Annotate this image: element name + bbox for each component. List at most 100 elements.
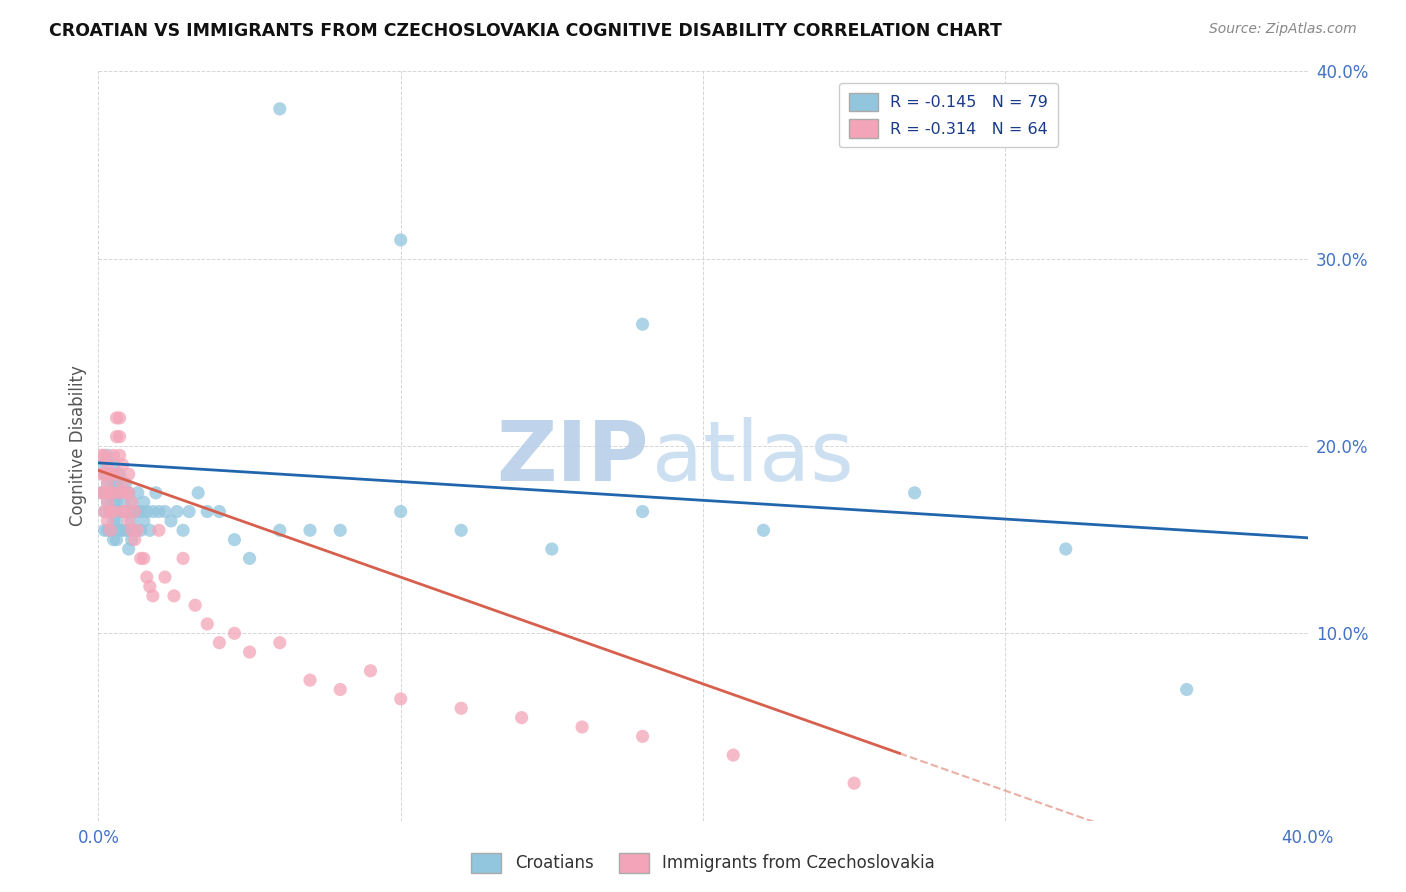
Point [163,589,186,603]
Point [108,505,131,519]
Point [93,486,115,500]
Point [269,102,291,116]
Point [127,505,149,519]
Point [135,570,157,584]
Point [139,580,162,594]
Point [118,505,141,519]
Point [103,486,125,500]
Point [631,730,654,744]
Point [93,505,115,519]
Point [100,486,122,500]
Point [100,524,122,538]
Point [100,467,122,482]
Point [93,524,115,538]
Point [103,476,125,491]
Point [90,486,112,500]
Point [389,233,412,247]
Point [153,570,176,584]
Point [145,486,167,500]
Point [96,514,118,528]
Y-axis label: Cognitive Disability: Cognitive Disability [69,366,87,526]
Point [208,505,231,519]
Point [360,664,382,678]
Point [105,467,128,482]
Point [105,514,128,528]
Point [752,524,775,538]
Point [103,533,125,547]
Text: ZIP: ZIP [496,417,648,498]
Point [100,505,122,519]
Point [127,486,149,500]
Point [103,458,125,472]
Point [129,505,152,519]
Point [105,533,128,547]
Point [129,551,152,566]
Point [90,449,112,463]
Point [96,449,118,463]
Point [148,524,170,538]
Point [389,505,412,519]
Point [121,533,143,547]
Point [129,524,152,538]
Point [124,533,146,547]
Point [96,476,118,491]
Point [142,589,165,603]
Point [329,682,352,697]
Point [114,505,136,519]
Point [269,524,291,538]
Point [111,486,134,500]
Point [96,476,118,491]
Point [208,635,231,649]
Point [111,476,134,491]
Point [118,514,141,528]
Point [114,486,136,500]
Point [195,617,218,632]
Point [90,486,112,500]
Point [100,486,122,500]
Point [93,505,115,519]
Point [100,486,122,500]
Point [111,458,134,472]
Point [100,505,122,519]
Point [118,486,141,500]
Point [118,524,141,538]
Point [114,524,136,538]
Point [111,505,134,519]
Point [179,505,201,519]
Point [100,524,122,538]
Point [96,495,118,509]
Point [510,710,533,724]
Point [105,430,128,444]
Point [103,514,125,528]
Point [631,318,654,332]
Point [139,524,162,538]
Point [118,467,141,482]
Point [844,776,866,790]
Point [111,524,134,538]
Point [93,467,115,482]
Point [96,458,118,472]
Point [1175,682,1198,697]
Point [111,495,134,509]
Point [121,514,143,528]
Point [103,467,125,482]
Point [299,673,322,688]
Point [132,495,155,509]
Point [124,505,146,519]
Point [172,551,194,566]
Point [111,505,134,519]
Text: atlas: atlas [652,417,853,498]
Point [93,467,115,482]
Point [108,486,131,500]
Point [571,720,593,734]
Point [329,524,352,538]
Point [121,495,143,509]
Point [118,542,141,557]
Legend: Croatians, Immigrants from Czechoslovakia: Croatians, Immigrants from Czechoslovaki… [465,847,941,880]
Point [1054,542,1077,557]
Text: CROATIAN VS IMMIGRANTS FROM CZECHOSLOVAKIA COGNITIVE DISABILITY CORRELATION CHAR: CROATIAN VS IMMIGRANTS FROM CZECHOSLOVAK… [49,22,1002,40]
Point [121,524,143,538]
Point [96,495,118,509]
Point [148,505,170,519]
Point [450,524,472,538]
